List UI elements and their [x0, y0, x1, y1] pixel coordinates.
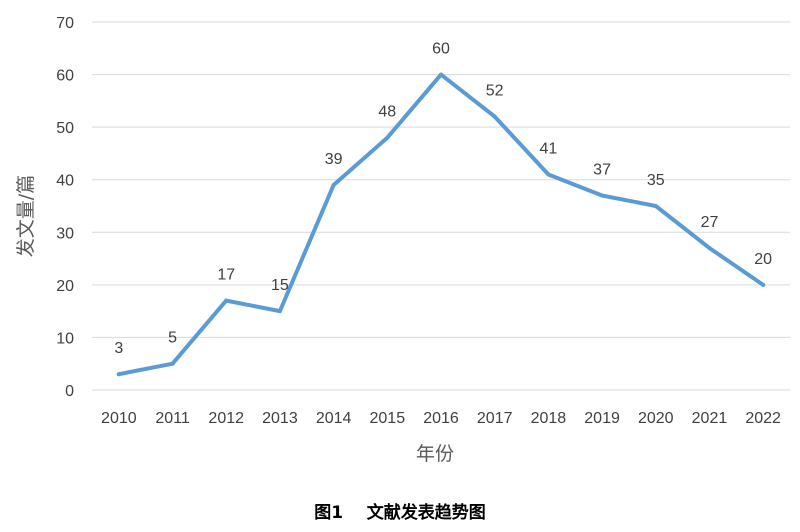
data-point — [761, 282, 766, 287]
y-tick-labels: 0 10 20 30 40 50 60 70 — [56, 15, 74, 400]
data-label: 35 — [647, 172, 665, 189]
y-tick-label: 40 — [56, 173, 74, 190]
y-tick-label: 50 — [56, 120, 74, 137]
x-tick-label: 2014 — [316, 410, 352, 427]
y-axis-title: 发文量/篇 — [15, 175, 37, 257]
data-point — [707, 246, 712, 251]
y-tick-label: 10 — [56, 330, 74, 347]
x-tick-label: 2010 — [101, 410, 137, 427]
x-tick-label: 2015 — [370, 410, 406, 427]
data-label: 41 — [539, 140, 557, 157]
y-tick-label: 60 — [56, 68, 74, 85]
data-point — [170, 361, 175, 366]
data-point — [546, 172, 551, 177]
data-label: 37 — [593, 161, 611, 178]
x-tick-label: 2019 — [584, 410, 620, 427]
x-tick-label: 2020 — [638, 410, 674, 427]
x-tick-label: 2017 — [477, 410, 513, 427]
data-label: 27 — [701, 214, 719, 231]
x-tick-label: 2018 — [531, 410, 567, 427]
data-point — [277, 309, 282, 314]
data-label: 15 — [271, 277, 289, 294]
x-tick-labels: 2010 2011 2012 2013 2014 2015 2016 2017 2018 2019… — [101, 410, 781, 427]
data-point — [600, 193, 605, 198]
data-point — [653, 204, 658, 208]
data-label: 39 — [325, 151, 343, 168]
x-tick-label: 2011 — [155, 410, 190, 427]
y-tick-label: 30 — [56, 225, 74, 242]
data-label: 17 — [217, 267, 235, 284]
y-tick-label: 20 — [56, 278, 74, 295]
x-tick-label: 2022 — [745, 410, 781, 427]
data-point — [439, 72, 443, 77]
x-tick-label: 2012 — [208, 410, 244, 427]
x-tick-label: 2021 — [692, 410, 728, 427]
x-tick-label: 2013 — [262, 410, 298, 427]
data-label: 5 — [168, 330, 177, 347]
y-tick-label: 0 — [65, 383, 74, 400]
data-point — [385, 135, 390, 140]
x-tick-label: 2016 — [423, 410, 459, 427]
y-tick-label: 70 — [56, 15, 74, 32]
data-label: 48 — [378, 104, 396, 121]
data-point — [224, 298, 229, 303]
data-point — [116, 372, 121, 377]
grid-lines — [92, 21, 790, 391]
data-label: 60 — [432, 41, 450, 58]
data-label: 52 — [486, 83, 504, 100]
data-point — [492, 114, 497, 119]
series-line — [116, 72, 766, 377]
x-axis-title: 年份 — [416, 443, 454, 465]
data-label: 3 — [114, 340, 123, 357]
data-label: 20 — [754, 251, 772, 268]
figure-caption: 图1 文献发表趋势图 — [314, 503, 486, 523]
data-point — [331, 182, 336, 187]
